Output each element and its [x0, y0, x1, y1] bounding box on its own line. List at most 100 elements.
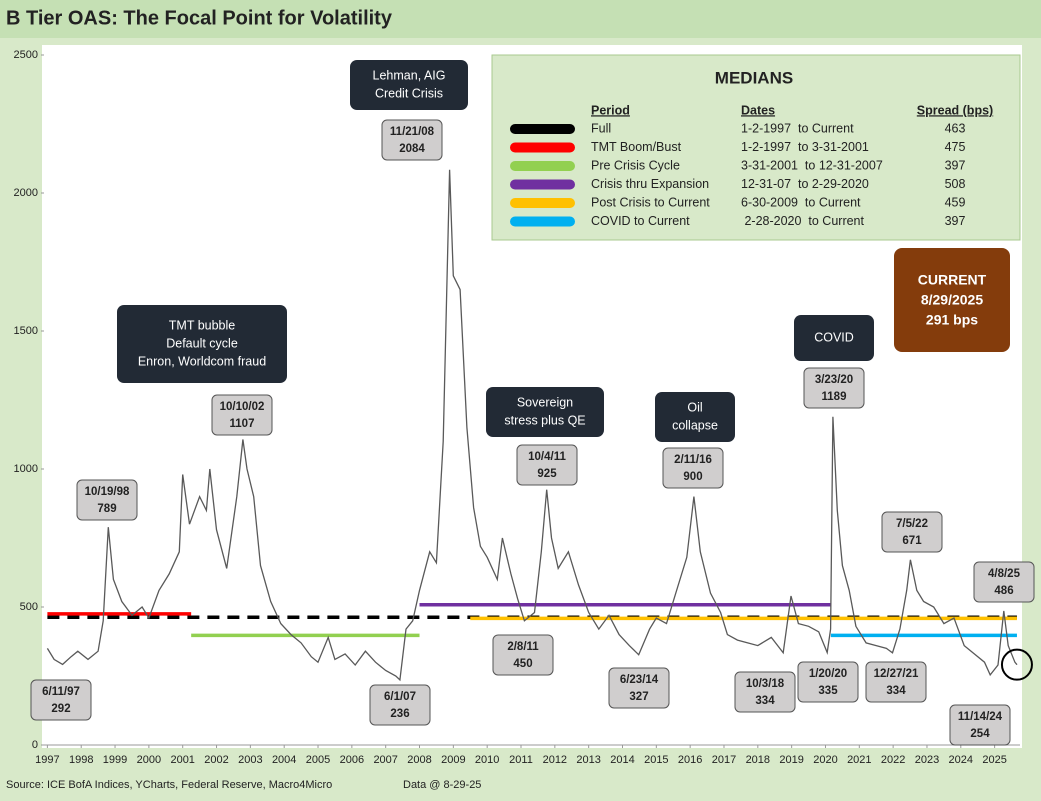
current-text: 291 bps	[926, 312, 978, 328]
label-box	[973, 561, 1035, 603]
point-value: 450	[513, 658, 532, 670]
point-value: 925	[537, 468, 557, 480]
label-box	[30, 679, 92, 721]
x-tick-label: 2008	[407, 754, 431, 766]
x-tick-label: 2013	[576, 754, 600, 766]
annotation-text: COVID	[814, 330, 854, 344]
label-box	[865, 661, 927, 703]
median-dates: 1-2-1997 to 3-31-2001	[741, 140, 869, 154]
point-date: 11/14/24	[958, 711, 1003, 723]
x-tick-label: 2011	[509, 754, 533, 766]
label-box	[881, 511, 943, 553]
point-value: 334	[755, 695, 775, 707]
annotation-text: Credit Crisis	[375, 86, 443, 100]
point-value: 486	[994, 585, 1013, 597]
median-spread: 397	[945, 214, 966, 228]
x-tick-label: 2006	[340, 754, 364, 766]
label-box	[211, 394, 273, 436]
medians-box	[491, 54, 1021, 241]
annotation-text: Default cycle	[166, 336, 238, 350]
label-box	[662, 447, 724, 489]
point-value: 1107	[230, 418, 255, 430]
point-value: 900	[683, 471, 702, 483]
median-dates: 3-31-2001 to 12-31-2007	[741, 158, 883, 172]
median-dates: 2-28-2020 to Current	[741, 214, 865, 228]
annotation-text: stress plus QE	[504, 413, 585, 427]
x-tick-label: 2002	[204, 754, 228, 766]
legend-swatch	[510, 161, 575, 171]
x-tick-label: 2024	[949, 754, 973, 766]
x-tick-label: 2012	[543, 754, 567, 766]
current-text: 8/29/2025	[921, 292, 983, 308]
x-tick-label: 2015	[644, 754, 668, 766]
label-box	[608, 667, 670, 709]
y-tick-label: 1500	[14, 325, 38, 337]
y-tick-label: 1000	[14, 463, 38, 475]
point-value: 327	[629, 691, 648, 703]
point-value: 789	[97, 503, 116, 515]
y-tick-label: 2000	[14, 187, 38, 199]
median-spread: 508	[945, 177, 966, 191]
label-box	[797, 661, 859, 703]
annotation-text: Oil	[687, 400, 702, 414]
medians-header: Dates	[741, 103, 775, 117]
point-date: 10/3/18	[746, 678, 785, 690]
median-period: Crisis thru Expansion	[591, 177, 709, 191]
x-tick-label: 2022	[881, 754, 905, 766]
current-marker	[1000, 648, 1033, 681]
x-tick-label: 1997	[35, 754, 59, 766]
title-bar	[0, 0, 1041, 38]
point-date: 12/27/21	[874, 668, 919, 680]
point-date: 2/8/11	[507, 641, 539, 653]
label-box	[803, 367, 865, 409]
median-period: Pre Crisis Cycle	[591, 158, 680, 172]
median-dates: 6-30-2009 to Current	[741, 195, 861, 209]
x-tick-label: 2001	[170, 754, 194, 766]
point-date: 4/8/25	[988, 568, 1021, 580]
annotation-text: Lehman, AIG	[373, 68, 446, 82]
point-value: 671	[902, 535, 922, 547]
legend-swatch	[510, 216, 575, 227]
chart-title: B Tier OAS: The Focal Point for Volatili…	[6, 7, 393, 29]
point-date: 1/20/20	[809, 668, 847, 680]
current-box	[894, 248, 1010, 352]
annotation-box	[350, 60, 468, 110]
point-date: 10/19/98	[85, 486, 130, 498]
point-value: 335	[818, 685, 838, 697]
x-tick-label: 2019	[779, 754, 803, 766]
point-date: 6/23/14	[620, 674, 659, 686]
point-date: 7/5/22	[896, 518, 928, 530]
label-box	[369, 684, 431, 726]
x-tick-label: 2009	[441, 754, 465, 766]
point-date: 10/4/11	[528, 451, 566, 463]
median-period: COVID to Current	[591, 214, 690, 228]
legend-swatch	[510, 142, 575, 153]
legend-swatch	[510, 124, 575, 134]
annotation-text: collapse	[672, 418, 718, 432]
x-tick-label: 2025	[982, 754, 1006, 766]
point-date: 10/10/02	[220, 401, 265, 413]
x-tick-label: 2018	[746, 754, 770, 766]
current-text: CURRENT	[918, 272, 987, 288]
point-value: 334	[886, 685, 906, 697]
x-tick-label: 2003	[238, 754, 262, 766]
x-tick-label: 2016	[678, 754, 702, 766]
point-value: 1189	[822, 391, 847, 403]
label-box	[492, 634, 554, 676]
point-date: 6/11/97	[42, 686, 80, 698]
medians-header: Spread (bps)	[917, 103, 993, 117]
data-note: Data @ 8-29-25	[403, 779, 481, 791]
label-box	[516, 444, 578, 486]
y-tick-label: 500	[20, 601, 38, 613]
label-box	[381, 119, 443, 161]
source: Source: ICE BofA Indices, YCharts, Feder…	[6, 779, 332, 791]
median-dates: 1-2-1997 to Current	[741, 121, 854, 135]
annotation-box	[794, 315, 874, 361]
x-tick-label: 2014	[610, 754, 634, 766]
median-spread: 475	[945, 140, 966, 154]
annotation-text: Enron, Worldcom fraud	[138, 354, 266, 368]
median-spread: 463	[945, 121, 966, 135]
median-dates: 12-31-07 to 2-29-2020	[741, 177, 869, 191]
median-period: TMT Boom/Bust	[591, 140, 682, 154]
